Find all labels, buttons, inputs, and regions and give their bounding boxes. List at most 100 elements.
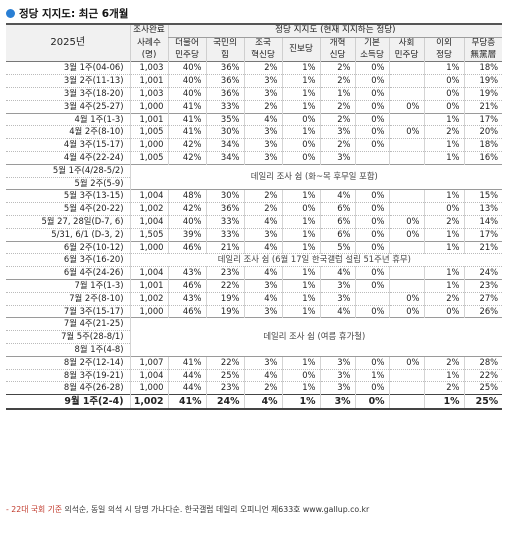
value-cell: 1% xyxy=(281,189,320,203)
value-cell: 0% xyxy=(354,304,389,318)
value-cell: 1% xyxy=(423,394,464,411)
table-row: 5월 3주(13-15) 1,004 48% 30% 2% 1% 4% 0% 1% 15% xyxy=(6,189,503,203)
value-cell: 3% xyxy=(319,125,355,139)
value-cell: 41% xyxy=(167,125,206,139)
value-cell: 2% xyxy=(243,202,282,216)
value-cell: 1% xyxy=(423,112,464,126)
value-cell: 2% xyxy=(319,99,355,114)
value-cell: 1% xyxy=(281,125,320,139)
table-row: 5/31, 6/1 (D-3, 2) 1,505 39% 33% 3% 1% 6% 0% 0% 1… xyxy=(6,227,503,242)
value-cell: 2% xyxy=(423,125,464,139)
table-row: 8월 1주(4-8) xyxy=(6,342,502,357)
note-cell: 데일리 조사 쉼 (여름 휴가철) xyxy=(129,317,503,357)
value-cell: 0% xyxy=(354,394,389,411)
value-cell: 0% xyxy=(388,291,424,306)
value-cell: 4% xyxy=(243,214,282,229)
value-cell: 13% xyxy=(463,202,503,216)
party-header: 개혁 xyxy=(319,37,355,50)
value-cell: 41% xyxy=(167,99,206,114)
party-header-line2: 혁신당 xyxy=(243,49,282,62)
period-cell: 5월 4주(20-22) xyxy=(6,202,130,216)
value-cell: 0% xyxy=(281,112,320,126)
period-cell: 5월 27, 28일(D-7, 6) xyxy=(6,214,130,229)
value-cell: 14% xyxy=(463,214,503,229)
table-row: 6월 2주(10-12) 1,000 46% 21% 4% 1% 5% 0% 1% 21% xyxy=(6,240,503,254)
value-cell xyxy=(388,202,424,216)
table-row: 4월 1주(1-3) 1,001 41% 35% 4% 0% 2% 0% 1% 17% xyxy=(6,112,503,126)
value-cell: 0% xyxy=(354,112,389,126)
value-cell: 16% xyxy=(463,150,503,165)
value-cell: 1% xyxy=(281,214,320,229)
period-cell: 3월 2주(11-13) xyxy=(6,74,130,88)
value-cell: 3% xyxy=(243,138,282,152)
period-cell: 8월 3주(19-21) xyxy=(6,368,130,382)
value-cell: 0% xyxy=(354,74,389,88)
value-cell: 1% xyxy=(281,394,320,411)
period-cell: 3월 1주(04-06) xyxy=(63,62,124,73)
footnote-highlight: - 22대 국회 기준 xyxy=(6,505,63,514)
value-cell: 2% xyxy=(243,189,282,203)
value-cell: 0% xyxy=(354,189,389,203)
value-cell xyxy=(388,189,424,203)
value-cell: 1% xyxy=(423,240,464,254)
note-cell: 데일리 조사 쉼 (6월 17일 한국갤럽 설립 51주년 휴무) xyxy=(129,253,503,267)
value-cell: 1% xyxy=(423,61,464,75)
note-cell: 데일리 조사 쉼 (화~목 후무일 포함) xyxy=(129,163,503,190)
party-header-line2: 소득당 xyxy=(354,49,389,62)
period-cell: 5월 1주(4/28-5/2) xyxy=(6,163,130,178)
period-cell: 4월 4주(22-24) xyxy=(6,150,130,165)
value-cell: 43% xyxy=(167,266,206,280)
value-cell: 0% xyxy=(423,86,464,101)
value-cell: 1% xyxy=(281,74,320,88)
value-cell xyxy=(388,150,424,165)
value-cell: 4% xyxy=(243,240,282,254)
value-cell xyxy=(388,381,424,395)
value-cell: 1% xyxy=(319,86,355,101)
party-header: 기본 xyxy=(354,37,389,50)
value-cell: 1% xyxy=(281,266,320,280)
value-cell: 22% xyxy=(205,278,244,293)
value-cell: 22% xyxy=(463,368,503,382)
value-cell: 2% xyxy=(423,355,464,370)
value-cell: 2% xyxy=(423,214,464,229)
value-cell: 0% xyxy=(354,125,389,139)
table-row: 3월 2주(11-13) 1,001 40% 36% 3% 1% 2% 0% 0% 19% xyxy=(6,74,503,88)
party-header-line2: 민주당 xyxy=(167,49,206,62)
value-cell: 2% xyxy=(243,99,282,114)
period-cell: 6월 3주(16-20) xyxy=(6,253,130,267)
value-cell: 6% xyxy=(319,214,355,229)
party-header-line2: 힘 xyxy=(205,49,244,62)
period-cell: 6월 2주(10-12) xyxy=(6,240,130,254)
value-cell: 1% xyxy=(423,138,464,152)
value-cell: 6% xyxy=(319,227,355,242)
party-header-line2: 無黨層 xyxy=(463,49,503,62)
period-cell: 4월 3주(15-17) xyxy=(6,138,130,152)
sample-size-cell: 1,505 xyxy=(129,227,168,242)
table-row: 3월 4주(25-27) 1,000 41% 33% 2% 1% 2% 0% 0% 0% 21% xyxy=(6,99,503,114)
value-cell xyxy=(354,150,389,165)
value-cell: 4% xyxy=(243,394,282,411)
value-cell: 0% xyxy=(423,304,464,318)
value-cell: 2% xyxy=(243,381,282,395)
value-cell: 22% xyxy=(205,355,244,370)
sample-size-cell: 1,003 xyxy=(129,86,168,101)
sample-size-cell: 1,000 xyxy=(129,99,168,114)
value-cell: 46% xyxy=(167,304,206,318)
period-cell: 5/31, 6/1 (D-3, 2) xyxy=(6,227,130,242)
value-cell xyxy=(388,138,424,152)
table-row: 5월 2주(5-9) xyxy=(6,176,502,190)
sample-size-cell: 1,000 xyxy=(129,381,168,395)
party-group-header: 정당 지지도 (현재 지지하는 정당) xyxy=(167,24,503,38)
value-cell: 3% xyxy=(243,74,282,88)
value-cell: 34% xyxy=(205,150,244,165)
party-support-table: 2025년 조사완료 정당 지지도 (현재 지지하는 정당) 사례수 더불어 국민… xyxy=(6,23,503,411)
sample-size-cell: 1,000 xyxy=(129,138,168,152)
party-header: 국민의 xyxy=(205,37,244,50)
value-cell: 1% xyxy=(281,240,320,254)
value-cell: 1% xyxy=(281,278,320,293)
sample-size-cell: 1,005 xyxy=(129,150,168,165)
value-cell: 0% xyxy=(354,138,389,152)
value-cell: 25% xyxy=(463,381,503,395)
value-cell: 4% xyxy=(243,112,282,126)
value-cell: 21% xyxy=(463,99,503,114)
